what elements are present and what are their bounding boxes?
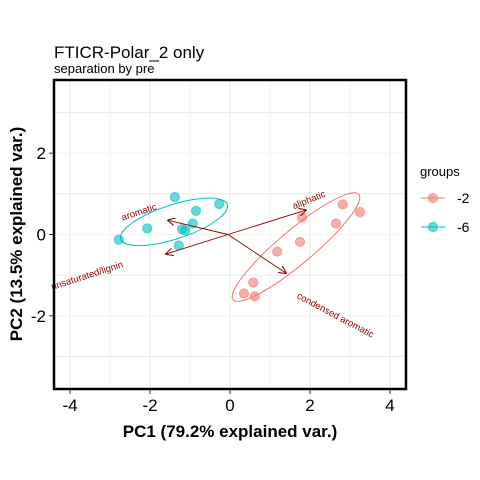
loading-arrow: [227, 234, 286, 274]
loading-label: aromatic: [120, 202, 158, 224]
x-axis-title: PC1 (79.2% explained var.): [123, 422, 338, 441]
grid: [54, 80, 406, 389]
x-tick-label: 4: [385, 396, 394, 415]
points: [113, 191, 366, 302]
data-point-group--2: [294, 236, 306, 247]
y-axis-ticks: -2 0 2: [31, 144, 53, 326]
chart-title: FTICR-Polar_2 only: [54, 43, 205, 62]
y-tick-label: 0: [37, 226, 46, 245]
x-tick-label: -2: [142, 396, 157, 415]
data-point-group--2: [272, 246, 283, 257]
data-point-group--2: [296, 212, 308, 223]
data-point-group--2: [249, 291, 260, 302]
data-point-group--2: [330, 218, 342, 229]
data-point-group--2: [354, 207, 366, 218]
data-point-group--6: [214, 198, 225, 210]
data-point-group--6: [113, 234, 124, 245]
x-tick-label: -4: [62, 396, 77, 415]
loading-arrows: aromaticaliphaticunsaturated/ligninconde…: [50, 189, 376, 341]
data-point-group--2: [337, 199, 348, 210]
x-axis-ticks: -4 -2 0 2 4: [62, 390, 395, 415]
loading-arrow: [227, 210, 306, 235]
ellipse-group--2: [231, 192, 361, 302]
legend-label: -6: [457, 219, 470, 235]
data-point-group--6: [190, 205, 202, 217]
loading-arrow: [168, 220, 229, 235]
legend-label: -2: [457, 190, 470, 206]
legend: -2 -6: [421, 190, 470, 235]
legend-key-point: [427, 192, 439, 204]
x-tick-label: 2: [305, 396, 314, 415]
loading-label: aliphatic: [291, 189, 328, 212]
data-point-group--6: [169, 191, 180, 203]
x-tick-label: 0: [225, 396, 234, 415]
y-tick-label: -2: [31, 307, 46, 326]
legend-title: groups: [420, 164, 460, 179]
loading-arrow: [166, 234, 229, 255]
plot-border: [52, 78, 408, 391]
chart-subtitle: separation by pre: [54, 61, 154, 76]
legend-key-point: [427, 221, 439, 233]
data-point-group--2: [248, 277, 259, 288]
y-axis-title: PC2 (13.5% explained var.): [7, 127, 26, 342]
loading-label: unsaturated/lignin: [50, 259, 125, 293]
y-tick-label: 2: [37, 144, 46, 163]
data-point-group--2: [238, 288, 250, 299]
data-point-group--6: [142, 223, 153, 234]
data-point-group--6: [180, 225, 191, 236]
